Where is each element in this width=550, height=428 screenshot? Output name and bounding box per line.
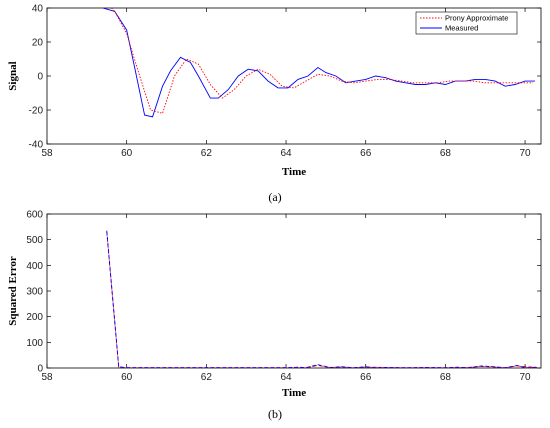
panel-b-x-tick-label: 58 xyxy=(41,372,53,383)
panel-a-series-line-0 xyxy=(110,8,534,114)
panel-b-x-axis-label: Time xyxy=(282,387,306,399)
panel-a-y-axis-label: Signal xyxy=(7,61,19,90)
panel-b-series-line-0 xyxy=(106,230,538,368)
panel-a-x-tick-label: 60 xyxy=(121,148,133,159)
panel-a-x-tick-label: 58 xyxy=(41,148,53,159)
panel-a-y-tick-label: 20 xyxy=(32,38,44,49)
panel-a-y-tick-label: 0 xyxy=(37,72,43,83)
panel-a-x-tick-label: 64 xyxy=(280,148,292,159)
panel-b-y-tick-label: 200 xyxy=(26,312,43,323)
panel-a-y-tick-label: -20 xyxy=(29,106,44,117)
panel-b-x-tick-label: 66 xyxy=(360,372,372,383)
panel-b-x-tick-label: 70 xyxy=(520,372,532,383)
panel-b-x-tick-label: 68 xyxy=(440,372,452,383)
panel-a-x-tick-label: 66 xyxy=(360,148,372,159)
panel-a-y-ticks: -40 -20 0 20 40 xyxy=(29,4,541,151)
panel-b-caption: (b) xyxy=(268,407,282,421)
panel-a-y-tick-label: 40 xyxy=(32,4,44,15)
panel-b-series xyxy=(106,230,538,368)
legend-label-measured: Measured xyxy=(445,24,478,33)
panel-b-x-ticks: 58 60 62 64 66 68 70 xyxy=(41,214,531,383)
panel-b-y-tick-label: 0 xyxy=(37,364,43,375)
panel-a-y-tick-label: -40 xyxy=(29,140,44,151)
panel-b-y-tick-label: 600 xyxy=(26,210,43,221)
panel-a-x-tick-label: 70 xyxy=(520,148,532,159)
panel-b-x-tick-label: 64 xyxy=(280,372,292,383)
panel-b-y-tick-label: 100 xyxy=(26,338,43,349)
panel-a-x-tick-label: 62 xyxy=(201,148,213,159)
panel-b-y-tick-label: 300 xyxy=(26,287,43,298)
panel-b-series-line-1 xyxy=(106,231,538,368)
legend-label-prony: Prony Approximate xyxy=(445,14,508,23)
panel-a-x-tick-label: 68 xyxy=(440,148,452,159)
panel-a-x-ticks: 58 60 62 64 66 68 70 xyxy=(41,8,531,159)
panel-b-x-tick-label: 62 xyxy=(201,372,213,383)
panel-a-caption: (a) xyxy=(268,190,281,204)
panel-b-y-axis-label: Squared Error xyxy=(7,256,19,326)
panel-b-y-tick-label: 500 xyxy=(26,235,43,246)
panel-a-legend: Prony Approximate Measured xyxy=(415,11,518,35)
panel-a-series xyxy=(102,8,536,118)
panel-b-y-ticks: 0 100 200 300 400 500 600 xyxy=(26,210,541,375)
panel-b-plot-frame xyxy=(46,213,542,369)
panel-b-y-tick-label: 400 xyxy=(26,261,43,272)
panel-b-x-tick-label: 60 xyxy=(121,372,133,383)
panel-a-x-axis-label: Time xyxy=(282,166,306,178)
panel-a-signal-chart: 58 60 62 64 66 68 70 -40 -20 0 20 40 Prony Approxi… xyxy=(7,4,542,204)
